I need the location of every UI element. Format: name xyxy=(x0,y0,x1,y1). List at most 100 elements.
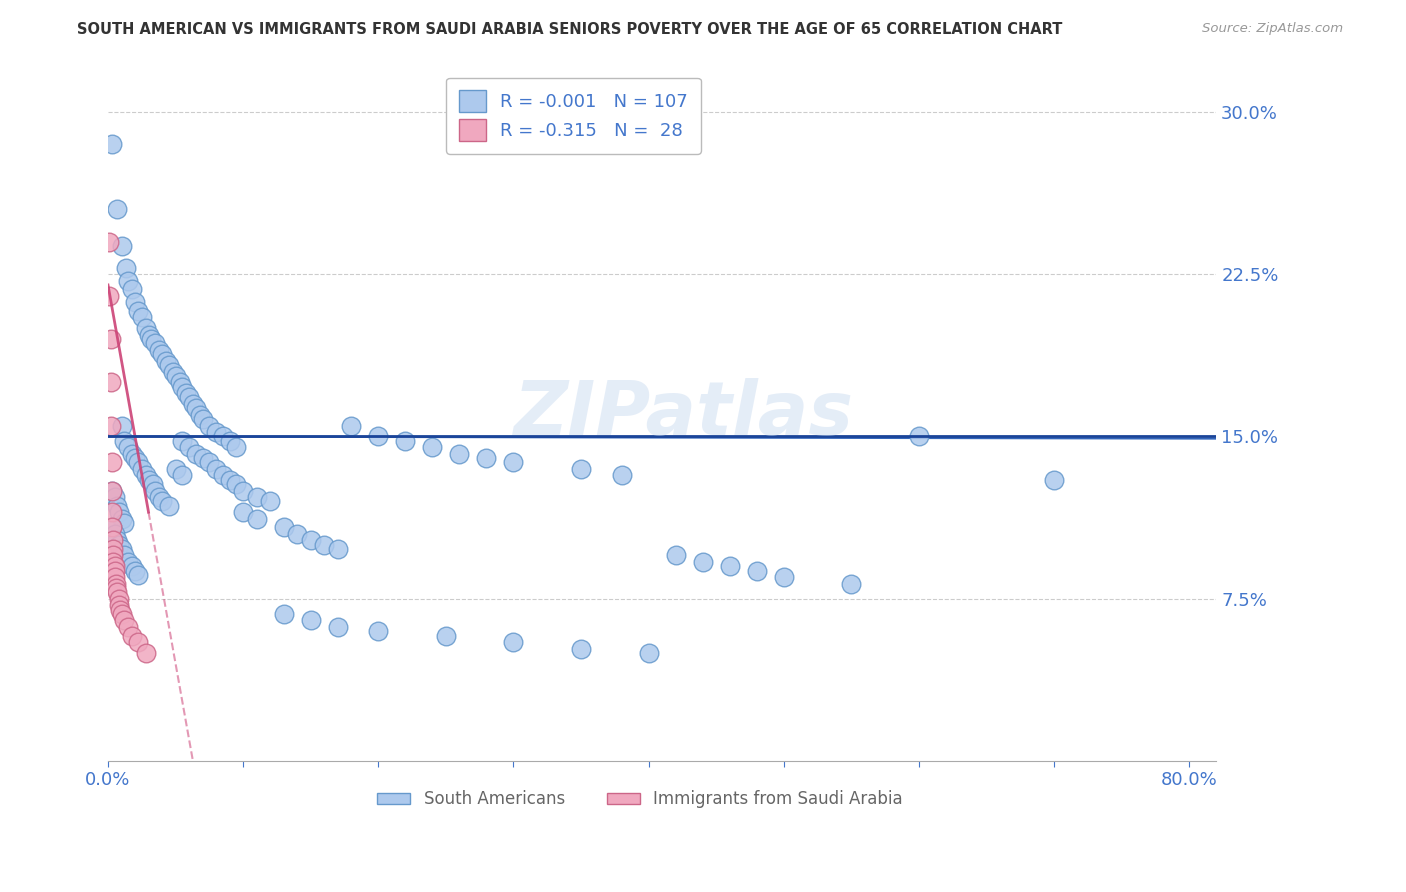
Point xyxy=(121,629,143,643)
Point xyxy=(169,376,191,390)
Point xyxy=(127,304,149,318)
Point xyxy=(150,494,173,508)
Point xyxy=(121,447,143,461)
Point xyxy=(299,533,322,548)
Point xyxy=(502,635,524,649)
Point xyxy=(112,434,135,448)
Point xyxy=(101,520,124,534)
Point xyxy=(232,483,254,498)
Point xyxy=(745,564,768,578)
Point xyxy=(165,462,187,476)
Point xyxy=(162,364,184,378)
Point xyxy=(569,641,592,656)
Point xyxy=(104,570,127,584)
Point xyxy=(367,624,389,639)
Point xyxy=(908,429,931,443)
Point xyxy=(172,434,194,448)
Point xyxy=(143,336,166,351)
Point xyxy=(198,455,221,469)
Point xyxy=(100,376,122,390)
Point xyxy=(165,368,187,383)
Point xyxy=(110,239,132,253)
Point xyxy=(112,549,135,563)
Point xyxy=(191,451,214,466)
Point xyxy=(176,386,198,401)
Point xyxy=(155,353,177,368)
Legend: South Americans, Immigrants from Saudi Arabia: South Americans, Immigrants from Saudi A… xyxy=(370,784,910,815)
Point xyxy=(434,629,457,643)
Point xyxy=(131,462,153,476)
Point xyxy=(110,541,132,556)
Point xyxy=(103,549,125,563)
Point xyxy=(718,559,741,574)
Point xyxy=(502,455,524,469)
Point xyxy=(273,520,295,534)
Point xyxy=(212,468,235,483)
Point xyxy=(117,274,139,288)
Text: SOUTH AMERICAN VS IMMIGRANTS FROM SAUDI ARABIA SENIORS POVERTY OVER THE AGE OF 6: SOUTH AMERICAN VS IMMIGRANTS FROM SAUDI … xyxy=(77,22,1063,37)
Point xyxy=(259,494,281,508)
Point xyxy=(107,202,129,217)
Point xyxy=(246,511,269,525)
Point xyxy=(101,483,124,498)
Point xyxy=(107,505,129,519)
Point xyxy=(107,591,129,606)
Text: Source: ZipAtlas.com: Source: ZipAtlas.com xyxy=(1202,22,1343,36)
Point xyxy=(198,418,221,433)
Point xyxy=(135,646,157,660)
Point xyxy=(340,418,363,433)
Point xyxy=(218,473,240,487)
Point xyxy=(212,429,235,443)
Point xyxy=(127,635,149,649)
Point xyxy=(135,321,157,335)
Point xyxy=(101,483,124,498)
Point xyxy=(157,358,180,372)
Point xyxy=(610,468,633,483)
Point xyxy=(205,462,228,476)
Point xyxy=(101,505,124,519)
Point xyxy=(172,468,194,483)
Point xyxy=(124,564,146,578)
Point xyxy=(117,620,139,634)
Point xyxy=(138,327,160,342)
Point xyxy=(177,391,200,405)
Point xyxy=(314,538,336,552)
Point xyxy=(141,332,163,346)
Point xyxy=(110,607,132,621)
Point xyxy=(112,614,135,628)
Point xyxy=(188,408,211,422)
Text: ZIPatlas: ZIPatlas xyxy=(515,378,855,451)
Point xyxy=(114,260,136,275)
Point xyxy=(225,440,247,454)
Point xyxy=(98,235,121,249)
Point xyxy=(150,347,173,361)
Point xyxy=(326,620,349,634)
Point xyxy=(148,343,170,357)
Point xyxy=(127,568,149,582)
Point xyxy=(124,451,146,466)
Point xyxy=(449,447,471,461)
Point xyxy=(326,541,349,556)
Point xyxy=(157,499,180,513)
Point xyxy=(422,440,444,454)
Point xyxy=(107,538,129,552)
Point xyxy=(367,429,389,443)
Point xyxy=(143,483,166,498)
Point xyxy=(273,607,295,621)
Point xyxy=(104,526,127,541)
Point xyxy=(127,455,149,469)
Point xyxy=(184,401,207,416)
Point xyxy=(232,505,254,519)
Point xyxy=(112,516,135,530)
Point xyxy=(121,559,143,574)
Point xyxy=(107,499,129,513)
Point xyxy=(191,412,214,426)
Point xyxy=(107,533,129,548)
Point xyxy=(475,451,498,466)
Point xyxy=(103,555,125,569)
Point xyxy=(107,585,129,599)
Point xyxy=(100,332,122,346)
Point xyxy=(117,555,139,569)
Point xyxy=(108,602,131,616)
Point xyxy=(1043,473,1066,487)
